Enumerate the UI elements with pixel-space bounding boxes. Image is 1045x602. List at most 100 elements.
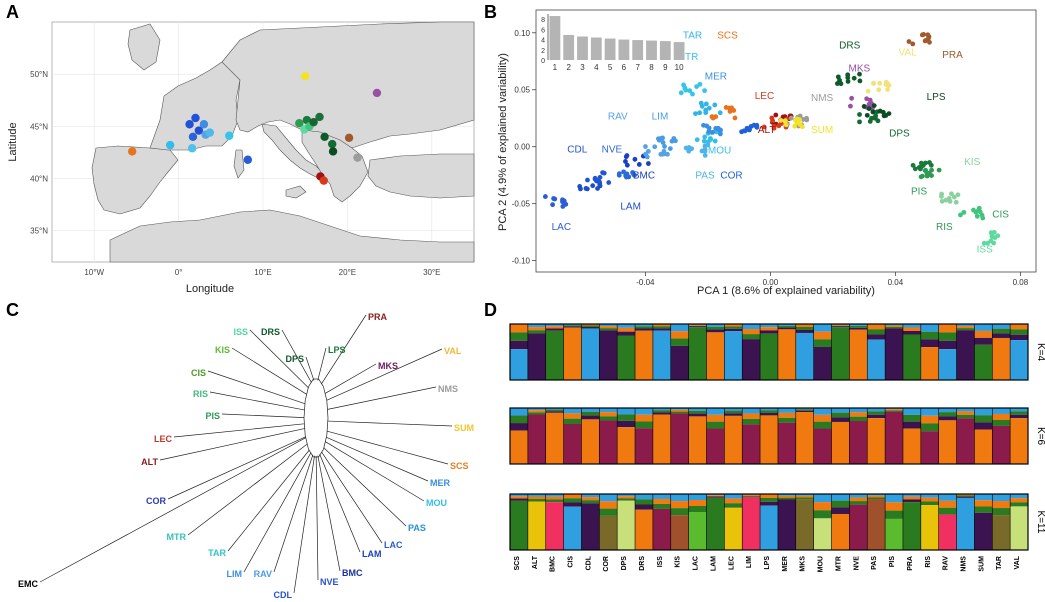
structure-segment bbox=[599, 508, 618, 516]
tree-label-mer: MER bbox=[430, 478, 451, 488]
map-point-mtr bbox=[225, 131, 234, 140]
pca-point-lim bbox=[667, 146, 673, 152]
pca-label-pis: PIS bbox=[911, 187, 927, 198]
structure-segment bbox=[831, 507, 850, 514]
structure-segment bbox=[563, 502, 582, 507]
structure-segment bbox=[617, 494, 636, 497]
structure-segment bbox=[688, 410, 707, 414]
structure-segment bbox=[956, 494, 975, 496]
pca-point-tar bbox=[698, 100, 704, 106]
tree-branch-bmc bbox=[317, 455, 341, 572]
map-ytick: 35°N bbox=[30, 227, 48, 236]
pca-point-drs bbox=[845, 79, 851, 84]
pca-point-sum bbox=[799, 124, 805, 130]
map-point-tar bbox=[165, 140, 175, 150]
pca-label-nms: NMS bbox=[811, 93, 834, 104]
structure-segment bbox=[885, 411, 904, 464]
structure-segment bbox=[599, 412, 618, 417]
structure-segment bbox=[902, 408, 922, 415]
structure-segment bbox=[510, 324, 529, 333]
structure-segment bbox=[510, 340, 529, 350]
tree-branch-cis bbox=[207, 370, 305, 404]
pca-point-cis bbox=[943, 197, 949, 203]
tree-label-cis: CIS bbox=[191, 368, 206, 378]
scree-bar bbox=[632, 40, 644, 60]
tree-label-lps: LPS bbox=[328, 345, 346, 355]
pca-label-rav: RAV bbox=[608, 111, 628, 122]
scree-bar bbox=[673, 42, 685, 60]
structure-segment bbox=[527, 324, 547, 328]
structure-segment bbox=[938, 494, 957, 501]
structure-segment bbox=[795, 499, 814, 550]
structure-segment bbox=[617, 427, 636, 464]
structure-segment bbox=[670, 338, 689, 346]
structure-segment bbox=[760, 324, 779, 328]
structure-segment bbox=[777, 495, 797, 498]
structure-segment bbox=[760, 412, 779, 416]
tree-core-edge bbox=[304, 386, 309, 401]
structure-segment bbox=[652, 412, 672, 415]
structure-segment bbox=[545, 328, 564, 331]
structure-segment bbox=[742, 413, 761, 419]
tree-label-drs: DRS bbox=[261, 327, 280, 337]
structure-segment bbox=[724, 326, 743, 329]
tree-label-tar: TAR bbox=[208, 548, 226, 558]
structure-segment bbox=[652, 324, 672, 327]
map-point-cor bbox=[243, 155, 253, 164]
tree-branch-cdl bbox=[293, 455, 315, 594]
structure-segment bbox=[795, 495, 814, 498]
structure-segment bbox=[813, 518, 832, 550]
structure-segment bbox=[510, 494, 529, 497]
tree-label-lac: LAC bbox=[384, 540, 403, 550]
structure-segment bbox=[706, 494, 725, 496]
scree-bar bbox=[549, 16, 561, 60]
structure-segment bbox=[545, 411, 564, 413]
structure-segment bbox=[885, 409, 904, 411]
structure-segment bbox=[688, 506, 707, 513]
scree-bar bbox=[577, 36, 588, 60]
pca-point-val bbox=[876, 87, 882, 93]
structure-pop-label: MOU bbox=[818, 556, 825, 572]
structure-segment bbox=[527, 408, 547, 411]
structure-segment bbox=[849, 420, 868, 464]
structure-segment bbox=[813, 331, 832, 340]
pca-point-rav bbox=[660, 151, 665, 157]
tree-label-mtr: MTR bbox=[167, 532, 187, 542]
structure-segment bbox=[688, 326, 707, 328]
structure-segment bbox=[760, 505, 779, 550]
structure-segment bbox=[813, 421, 832, 429]
tree-label-iss: ISS bbox=[233, 327, 248, 337]
tree-label-lec: LEC bbox=[154, 434, 173, 444]
pca-point-pis bbox=[936, 167, 942, 173]
structure-segment bbox=[581, 503, 600, 550]
tree-branch-cor bbox=[167, 436, 306, 500]
map-point-val bbox=[372, 88, 382, 98]
structure-segment bbox=[885, 324, 904, 326]
map-point-mou bbox=[205, 128, 215, 137]
structure-segment bbox=[563, 326, 582, 328]
structure-segment bbox=[688, 416, 707, 464]
structure-segment bbox=[885, 510, 904, 519]
structure-segment bbox=[938, 332, 957, 341]
structure-segment bbox=[992, 501, 1011, 509]
structure-segment bbox=[974, 337, 993, 345]
scree-xtick: 2 bbox=[566, 63, 571, 72]
structure-segment bbox=[831, 417, 850, 422]
structure-segment bbox=[581, 324, 600, 326]
structure-segment bbox=[760, 327, 779, 331]
structure-segment bbox=[902, 494, 922, 497]
structure-segment bbox=[920, 408, 939, 416]
pca-point-iss bbox=[989, 234, 995, 240]
map-point-lac bbox=[185, 120, 194, 129]
structure-segment bbox=[1010, 506, 1029, 550]
pca-point-dps bbox=[857, 119, 862, 125]
pca-point-bmc bbox=[624, 162, 630, 168]
pca-label-alt: ALT bbox=[758, 125, 776, 136]
structure-segment bbox=[510, 408, 529, 416]
pca-ytick: 0.00 bbox=[514, 143, 530, 152]
pca-point-drs bbox=[845, 72, 851, 78]
pca-point-scs bbox=[723, 105, 729, 110]
tree-label-cor: COR bbox=[146, 496, 167, 506]
pca-point-alt bbox=[773, 112, 779, 118]
structure-segment bbox=[902, 428, 922, 464]
